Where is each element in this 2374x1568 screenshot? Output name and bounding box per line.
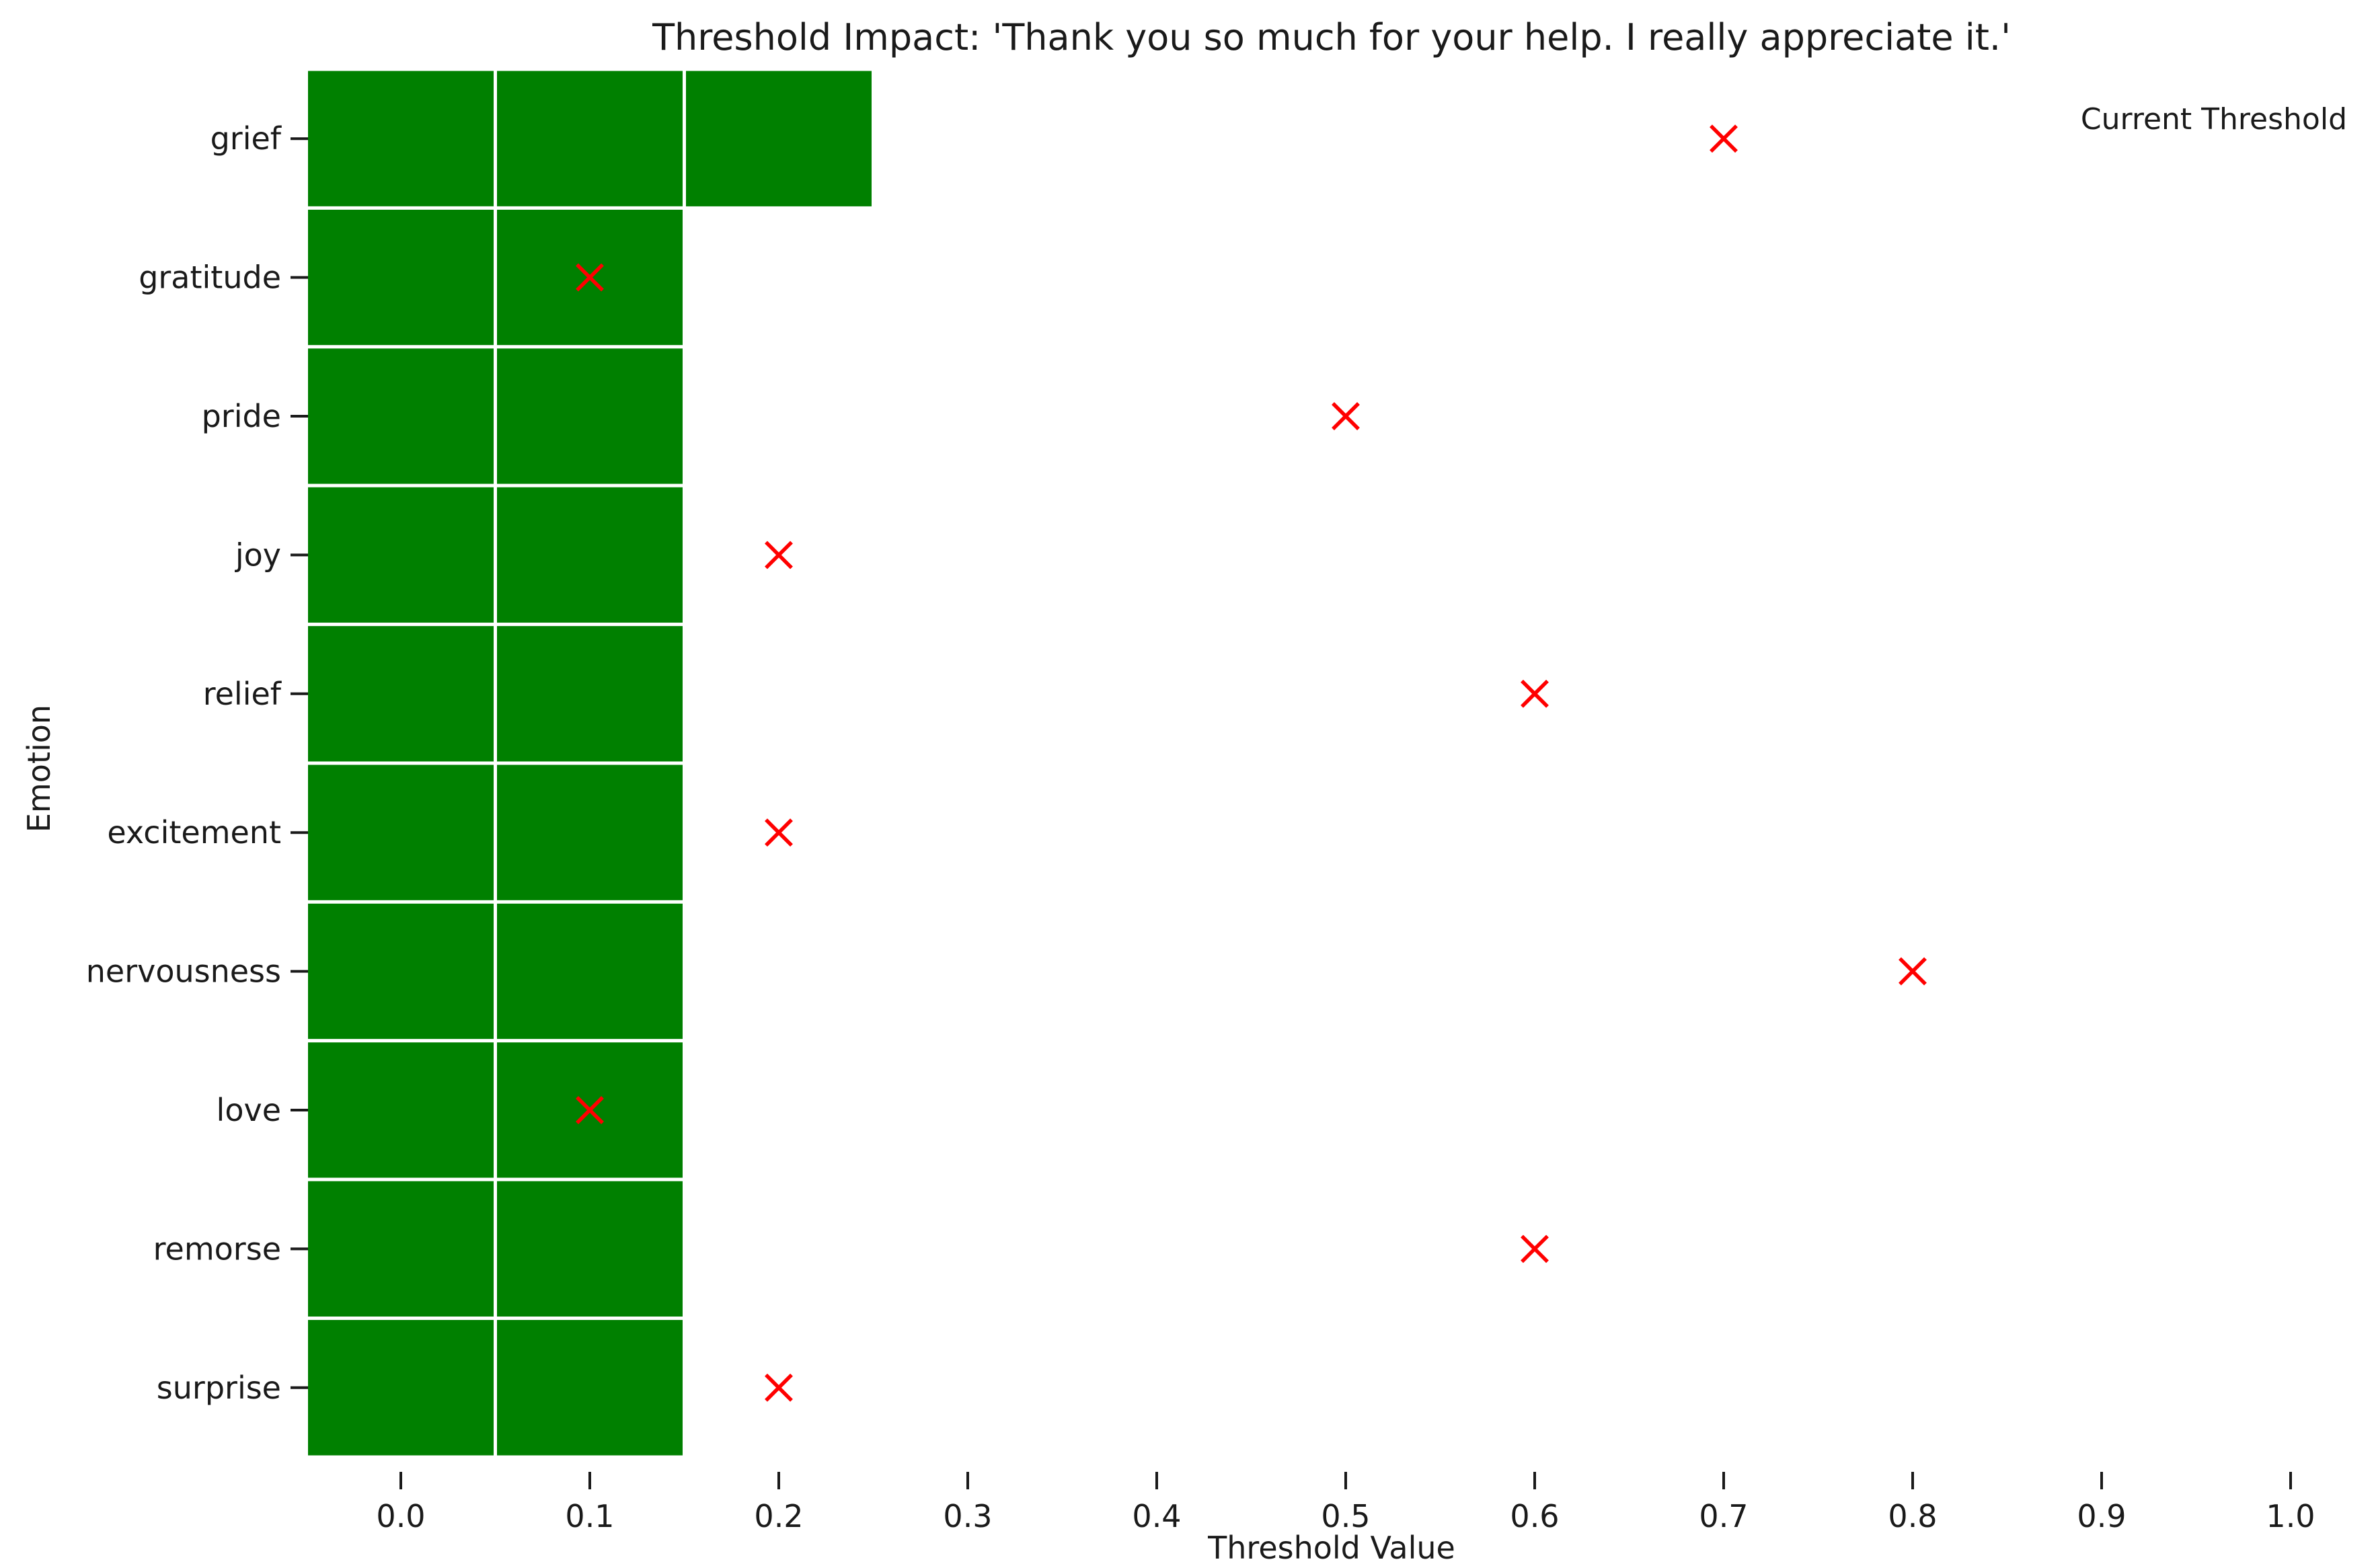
threshold-markers <box>576 124 1927 1402</box>
threshold-marker-stroke <box>1521 679 1549 708</box>
y-axis: grief gratitude pride joy relief excitement ne… <box>86 120 308 1406</box>
heatmap-cell <box>305 206 497 349</box>
x-tick-label: 0.6 <box>1510 1498 1559 1534</box>
threshold-marker <box>765 1373 793 1402</box>
legend-label: Current Threshold <box>2081 102 2347 136</box>
y-tick-label: surprise <box>157 1370 281 1406</box>
x-tick-label: 0.2 <box>754 1498 803 1534</box>
heatmap-cell <box>305 67 497 210</box>
y-tick-label: remorse <box>153 1230 281 1267</box>
threshold-marker-stroke <box>765 541 793 570</box>
threshold-marker-stroke <box>576 263 604 292</box>
heatmap-cell <box>305 345 497 487</box>
heatmap-cell <box>494 900 686 1043</box>
y-tick-label: joy <box>235 537 281 573</box>
y-axis-label: Emotion <box>21 705 57 832</box>
threshold-marker-stroke <box>1332 402 1360 430</box>
threshold-marker-stroke <box>765 818 793 847</box>
threshold-marker-stroke <box>1899 957 1927 986</box>
x-tick-label: 0.7 <box>1699 1498 1748 1534</box>
heatmap-cell <box>494 623 686 765</box>
heatmap-cell <box>305 1039 497 1181</box>
y-tick-label: gratitude <box>139 260 281 296</box>
heatmap-cell <box>494 761 686 904</box>
threshold-marker-stroke <box>1710 124 1738 153</box>
threshold-marker <box>576 263 604 292</box>
heatmap-cell <box>494 345 686 487</box>
threshold-marker <box>1899 957 1927 986</box>
threshold-marker-stroke <box>765 1373 793 1402</box>
heatmap-cell <box>683 67 875 210</box>
x-tick-label: 0.8 <box>1888 1498 1937 1534</box>
y-tick-label: relief <box>203 676 282 712</box>
heatmap-cell <box>305 1317 497 1459</box>
y-tick-label: love <box>217 1092 281 1128</box>
x-tick-label: 0.9 <box>2077 1498 2126 1534</box>
x-tick-label: 0.1 <box>565 1498 614 1534</box>
heatmap-cell <box>305 1177 497 1321</box>
heatmap-cell <box>305 623 497 765</box>
x-tick-label: 0.3 <box>943 1498 992 1534</box>
threshold-marker-stroke <box>1521 1234 1549 1263</box>
heatmap-cell <box>305 761 497 904</box>
x-tick-label: 0.0 <box>376 1498 425 1534</box>
y-tick-label: grief <box>210 120 282 157</box>
heatmap-cell <box>494 67 686 210</box>
y-tick-label: excitement <box>107 814 281 851</box>
x-tick-label: 0.5 <box>1321 1498 1370 1534</box>
heatmap-cell <box>494 1177 686 1321</box>
heatmap-cell <box>305 900 497 1043</box>
y-tick-label: pride <box>202 398 281 434</box>
chart-title: Threshold Impact: 'Thank you so much for… <box>652 16 2011 58</box>
x-axis: 0.0 0.1 0.2 0.3 0.4 0.5 0.6 0.7 0.8 0.9 1.0 <box>376 1472 2315 1534</box>
threshold-marker <box>765 818 793 847</box>
threshold-marker <box>1521 1234 1549 1263</box>
x-tick-label: 0.4 <box>1132 1498 1181 1534</box>
threshold-marker-stroke <box>576 1096 604 1124</box>
heatmap-cell <box>494 483 686 627</box>
x-tick-label: 1.0 <box>2266 1498 2315 1534</box>
y-tick-label: nervousness <box>86 953 281 990</box>
heatmap-cell <box>494 1317 686 1459</box>
threshold-marker <box>576 1096 604 1124</box>
threshold-marker <box>1710 124 1738 153</box>
heatmap-cell <box>305 483 497 627</box>
threshold-marker <box>1332 402 1360 430</box>
x-axis-label: Threshold Value <box>1207 1530 1455 1566</box>
heatmap-cells <box>305 67 875 1459</box>
threshold-marker <box>1521 679 1549 708</box>
threshold-marker <box>765 541 793 570</box>
